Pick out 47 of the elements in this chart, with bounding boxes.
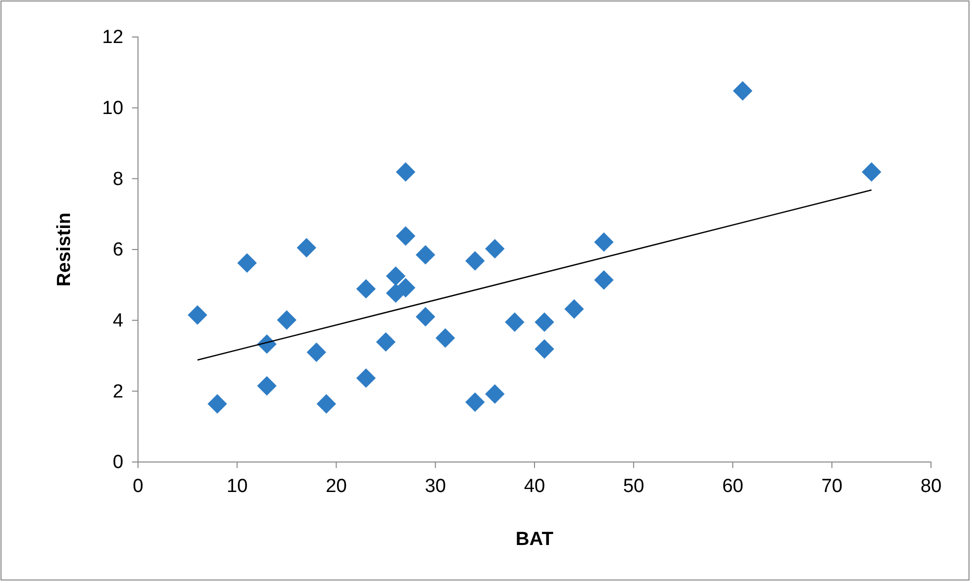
point bbox=[594, 270, 614, 290]
y-tick-label: 2 bbox=[112, 381, 124, 402]
y-tick-label: 6 bbox=[112, 240, 124, 261]
point bbox=[564, 299, 584, 319]
point bbox=[257, 376, 277, 396]
point bbox=[862, 162, 882, 182]
point bbox=[296, 238, 316, 258]
x-tick-label: 70 bbox=[821, 476, 842, 497]
point bbox=[208, 394, 228, 414]
point bbox=[534, 312, 554, 332]
point bbox=[436, 328, 456, 348]
x-tick-label: 40 bbox=[524, 476, 546, 497]
point bbox=[594, 232, 614, 252]
point bbox=[356, 368, 376, 388]
x-tick-label: 20 bbox=[326, 476, 347, 497]
y-tick-label: 4 bbox=[112, 310, 124, 332]
point bbox=[504, 312, 524, 332]
y-tick-label: 10 bbox=[102, 98, 124, 119]
x-tick-label: 50 bbox=[623, 476, 644, 497]
point bbox=[396, 226, 416, 246]
point bbox=[188, 305, 208, 325]
y-tick-label: 12 bbox=[102, 27, 124, 48]
point bbox=[485, 384, 505, 404]
x-tick-label: 30 bbox=[424, 476, 446, 497]
point bbox=[416, 245, 436, 265]
point bbox=[732, 81, 752, 101]
x-tick-label: 10 bbox=[226, 476, 248, 497]
point bbox=[416, 307, 436, 327]
x-tick-label: 60 bbox=[722, 476, 744, 497]
point bbox=[465, 392, 485, 412]
point bbox=[386, 266, 406, 286]
point bbox=[316, 394, 336, 414]
x-tick-label: 80 bbox=[920, 476, 942, 497]
y-tick-label: 0 bbox=[112, 452, 124, 474]
point bbox=[534, 339, 554, 359]
point bbox=[276, 310, 296, 330]
x-tick-label: 0 bbox=[132, 476, 144, 497]
y-axis-title: Resistin bbox=[54, 212, 75, 286]
point bbox=[485, 239, 505, 259]
point bbox=[306, 342, 326, 362]
point bbox=[356, 279, 376, 299]
point bbox=[396, 162, 416, 182]
x-axis-title: BAT bbox=[516, 529, 554, 550]
point bbox=[237, 253, 257, 273]
y-tick-label: 8 bbox=[112, 168, 124, 190]
point bbox=[465, 251, 485, 271]
point bbox=[376, 332, 396, 352]
